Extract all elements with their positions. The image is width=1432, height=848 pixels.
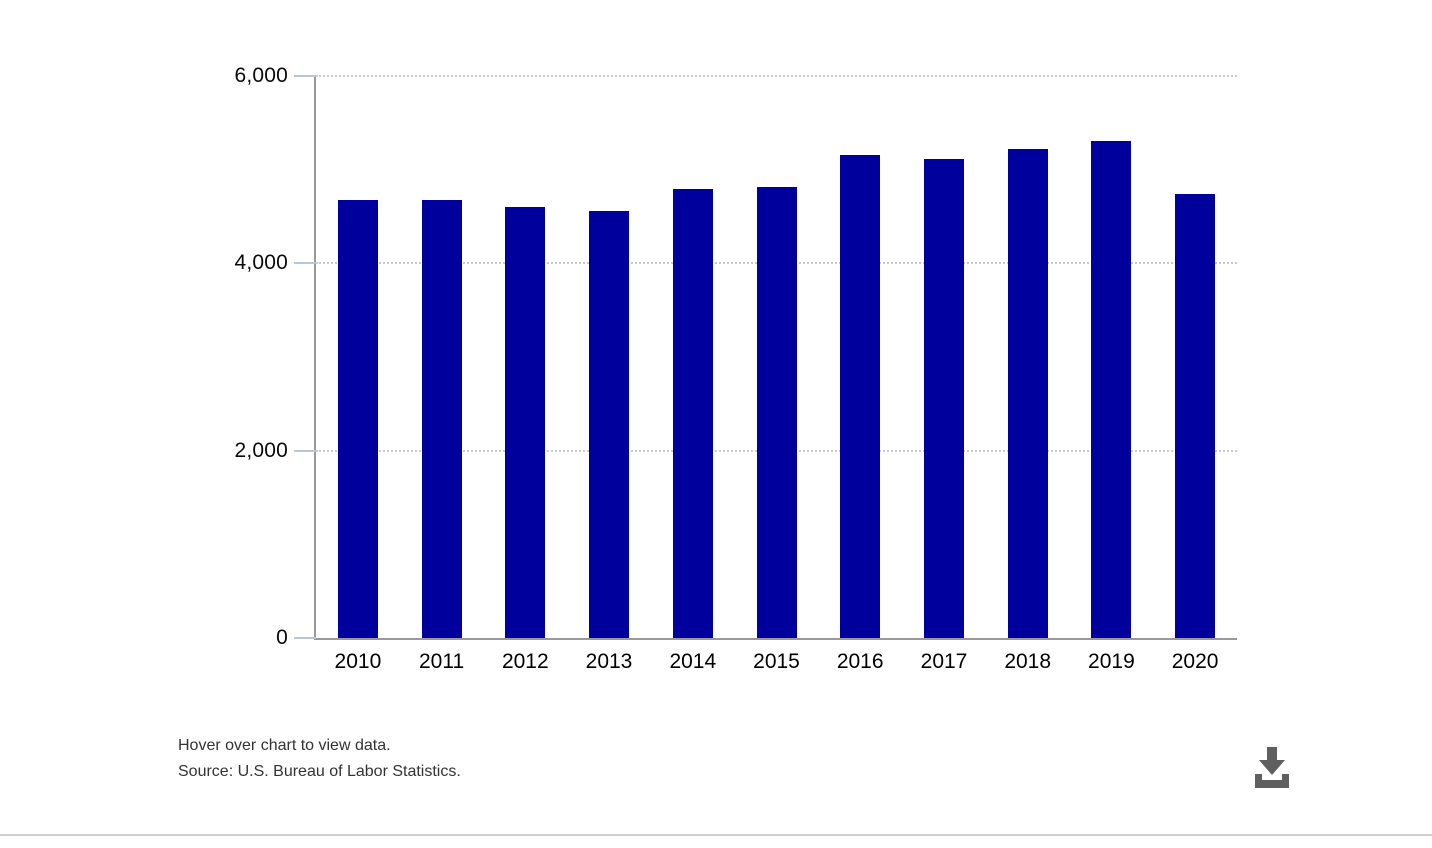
x-axis-label: 2017 bbox=[920, 650, 968, 673]
plot-area[interactable] bbox=[314, 76, 1237, 640]
bar-2014[interactable] bbox=[672, 189, 713, 638]
y-axis-tick bbox=[294, 637, 316, 639]
x-axis-label: 2016 bbox=[836, 650, 884, 673]
bar-2013[interactable] bbox=[589, 210, 629, 638]
y-axis-label: 6,000 bbox=[234, 64, 288, 87]
hover-hint-text: Hover over chart to view data. bbox=[178, 737, 391, 754]
bar-2020[interactable] bbox=[1175, 194, 1216, 638]
x-axis-label: 2013 bbox=[585, 650, 633, 673]
gridline bbox=[316, 75, 1237, 77]
download-button[interactable] bbox=[1246, 742, 1298, 794]
bar-2019[interactable] bbox=[1091, 140, 1132, 638]
y-axis-tick bbox=[294, 262, 316, 265]
x-axis-label: 2010 bbox=[334, 650, 382, 673]
y-axis-label: 0 bbox=[276, 626, 288, 649]
x-axis-label: 2015 bbox=[753, 650, 800, 673]
chart-footer: Hover over chart to view data. Source: U… bbox=[178, 733, 461, 785]
y-axis-label: 4,000 bbox=[234, 251, 288, 275]
download-icon bbox=[1255, 747, 1289, 788]
bottom-divider bbox=[0, 834, 1432, 836]
bar-2017[interactable] bbox=[924, 159, 964, 638]
y-axis-tick bbox=[294, 449, 316, 452]
y-axis-tick bbox=[294, 75, 316, 77]
x-axis-label: 2012 bbox=[501, 650, 549, 673]
bar-2018[interactable] bbox=[1007, 149, 1048, 638]
x-axis-label: 2020 bbox=[1171, 650, 1219, 673]
bar-2010[interactable] bbox=[337, 199, 378, 638]
x-axis-label: 2019 bbox=[1088, 650, 1135, 673]
x-axis-label: 2014 bbox=[669, 650, 717, 673]
bar-2012[interactable] bbox=[505, 207, 546, 638]
bar-2016[interactable] bbox=[840, 154, 881, 638]
x-axis-label: 2018 bbox=[1004, 650, 1052, 673]
bar-2011[interactable] bbox=[421, 199, 462, 638]
y-axis-label: 2,000 bbox=[234, 438, 288, 462]
source-note: Source: U.S. Bureau of Labor Statistics. bbox=[178, 763, 461, 780]
x-axis-label: 2011 bbox=[419, 650, 465, 673]
bar-2015[interactable] bbox=[756, 186, 797, 638]
